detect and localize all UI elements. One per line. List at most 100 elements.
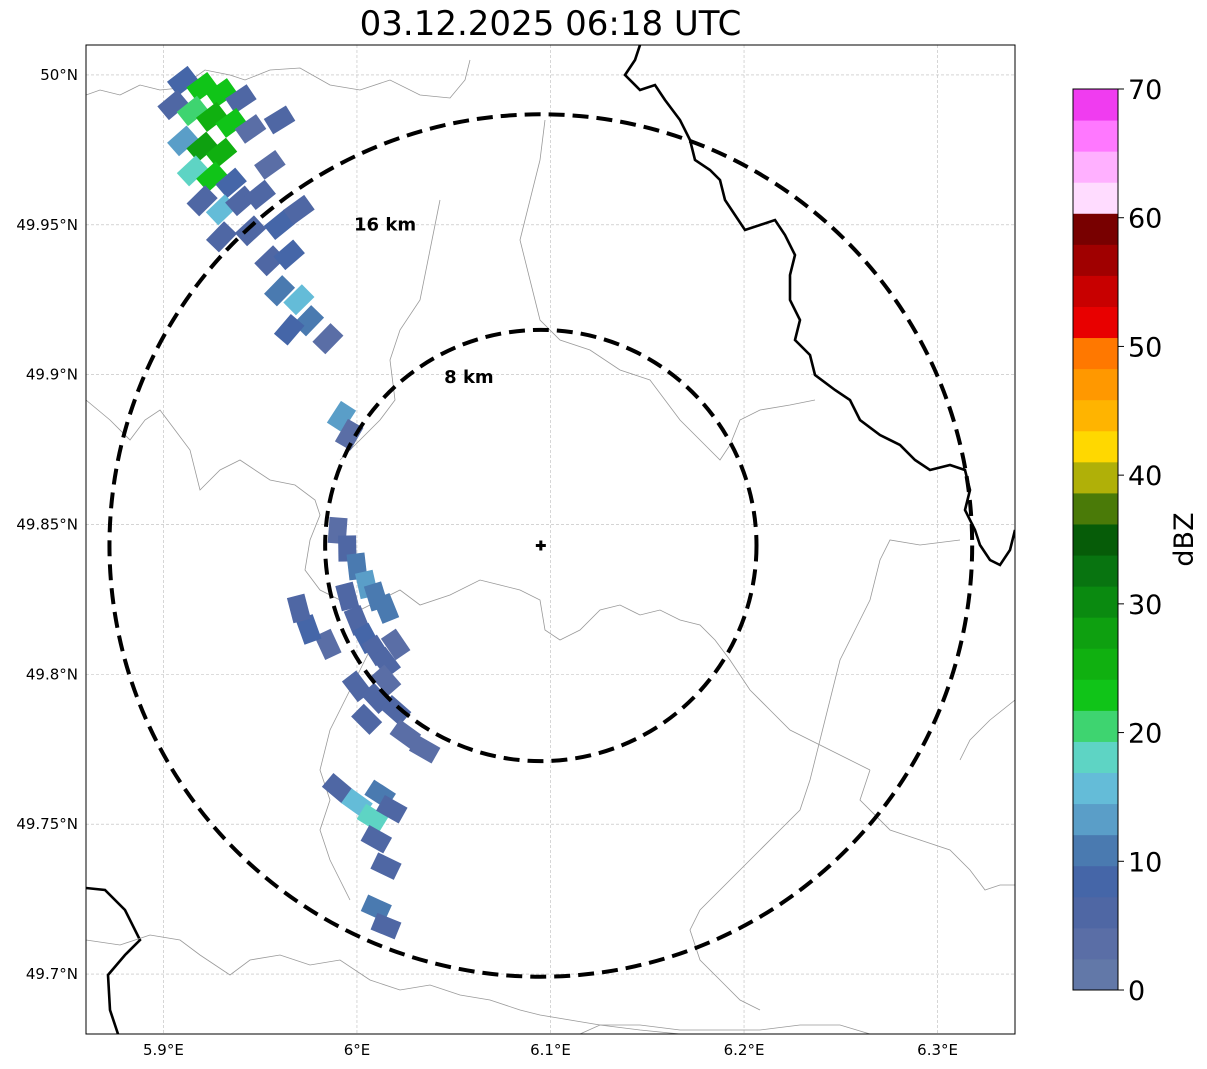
y-tick-label: 49.9°N bbox=[26, 366, 78, 384]
reflectivity-cell bbox=[372, 592, 400, 624]
reflectivity-cell bbox=[176, 155, 209, 187]
reflectivity-cell bbox=[370, 912, 402, 940]
colorbar-segment bbox=[1073, 399, 1118, 432]
reflectivity-cell bbox=[157, 89, 189, 121]
colorbar-label: dBZ bbox=[1169, 512, 1200, 566]
map-title: 03.12.2025 06:18 UTC bbox=[359, 4, 742, 44]
reflectivity-cell bbox=[360, 894, 392, 922]
range-ring bbox=[323, 327, 759, 764]
reflectivity-cell bbox=[380, 628, 411, 661]
border-lines bbox=[86, 45, 1015, 1034]
reflectivity-cell bbox=[186, 185, 218, 217]
reflectivity-cell bbox=[205, 78, 238, 108]
map-frame bbox=[85, 44, 1016, 1035]
colorbar-tick-label: 50 bbox=[1128, 332, 1162, 363]
reflectivity-cell bbox=[321, 773, 354, 804]
colorbar-tick-label: 20 bbox=[1128, 719, 1162, 750]
reflectivity-cell bbox=[312, 323, 344, 355]
colorbar-segment bbox=[1073, 523, 1118, 556]
reflectivity-cell bbox=[234, 114, 267, 144]
colorbar-segment bbox=[1073, 89, 1118, 121]
colorbar-segment bbox=[1073, 492, 1118, 525]
colorbar-tick-label: 60 bbox=[1128, 204, 1162, 235]
reflectivity-cell bbox=[264, 275, 296, 307]
reflectivity-cell bbox=[166, 65, 199, 97]
colorbar-segment bbox=[1073, 275, 1118, 307]
reflectivity-cell bbox=[263, 209, 296, 241]
y-tick-label: 49.95°N bbox=[16, 216, 78, 234]
colorbar-segment bbox=[1073, 710, 1118, 742]
reflectivity-cell bbox=[244, 179, 276, 210]
y-tick-label: 49.75°N bbox=[16, 815, 78, 833]
reflectivity-cell bbox=[196, 101, 228, 132]
colorbar-segment bbox=[1073, 865, 1118, 898]
colorbar-tick-label: 30 bbox=[1128, 590, 1162, 621]
range-ring-label: 16 km bbox=[354, 215, 416, 236]
reflectivity-cell bbox=[205, 137, 238, 169]
reflectivity-cell bbox=[283, 284, 315, 316]
reflectivity-cell bbox=[215, 167, 247, 199]
colorbar-segment bbox=[1073, 120, 1118, 152]
axis-ticks: 5.9°E 6°E 6.1°E 6.2°E 6.3°E 50°N 49.95°N 49.9°N… bbox=[16, 66, 958, 1059]
y-tick-label: 49.8°N bbox=[26, 665, 78, 683]
reflectivity-cell bbox=[263, 105, 296, 135]
x-tick-label: 6.3°E bbox=[917, 1041, 958, 1059]
colorbar-tick-label: 0 bbox=[1128, 976, 1145, 1007]
colorbar-segment bbox=[1073, 151, 1118, 183]
radar-center-marker bbox=[535, 540, 546, 551]
colorbar-segment bbox=[1073, 461, 1118, 494]
reflectivity-cell bbox=[286, 593, 311, 624]
reflectivity-cell bbox=[215, 107, 247, 138]
reflectivity-cell bbox=[408, 735, 441, 764]
reflectivity-cell bbox=[389, 719, 422, 750]
colorbar-segment bbox=[1073, 213, 1118, 245]
colorbar-segment bbox=[1073, 244, 1118, 276]
colorbar-segment bbox=[1073, 803, 1118, 836]
colorbar-frame bbox=[1072, 88, 1119, 991]
reflectivity-cell bbox=[186, 71, 218, 102]
reflectivity-cell bbox=[360, 824, 393, 854]
reflectivity-cell bbox=[370, 852, 402, 880]
y-tick-label: 49.85°N bbox=[16, 516, 78, 534]
reflectivity-cell bbox=[314, 628, 342, 660]
colorbar-segment bbox=[1073, 896, 1118, 929]
colorbar-segment bbox=[1073, 741, 1118, 774]
range-rings bbox=[107, 112, 975, 979]
colorbar-segment bbox=[1073, 617, 1118, 649]
colorbar-segment bbox=[1073, 772, 1118, 805]
reflectivity-cell bbox=[205, 221, 237, 253]
colorbar: 0 10 20 30 40 50 60 70 dBZ bbox=[1072, 75, 1200, 1007]
colorbar-tick-label: 70 bbox=[1128, 75, 1162, 106]
reflectivity-cell bbox=[273, 313, 305, 346]
range-ring bbox=[107, 112, 975, 979]
colorbar-segment bbox=[1073, 648, 1118, 680]
reflectivity-cell bbox=[376, 794, 408, 824]
colorbar-segment bbox=[1073, 586, 1118, 618]
colorbar-segment bbox=[1073, 337, 1118, 370]
reflectivity-cell bbox=[167, 125, 199, 157]
colorbar-segment bbox=[1073, 430, 1118, 463]
x-tick-label: 6°E bbox=[344, 1041, 371, 1059]
reflectivity-cell bbox=[273, 239, 305, 271]
y-tick-label: 49.7°N bbox=[26, 965, 78, 983]
country-border bbox=[86, 886, 142, 1034]
reflectivity-cell bbox=[356, 803, 389, 833]
range-ring-label: 8 km bbox=[444, 367, 494, 388]
colorbar-segment bbox=[1073, 958, 1118, 991]
reflectivity-cell bbox=[351, 703, 383, 735]
colorbar-tick-label: 10 bbox=[1128, 847, 1162, 878]
reflectivity-cell bbox=[283, 194, 315, 225]
colorbar-segment bbox=[1073, 927, 1118, 960]
colorbar-segment bbox=[1073, 306, 1118, 339]
reflectivity-cell bbox=[334, 418, 364, 451]
country-border bbox=[623, 45, 1015, 567]
x-tick-label: 6.2°E bbox=[724, 1041, 765, 1059]
reflectivity-cells bbox=[157, 65, 441, 940]
ring-labels: 8 km 16 km bbox=[354, 215, 494, 388]
reflectivity-cell bbox=[254, 150, 286, 180]
reflectivity-cell bbox=[234, 215, 267, 247]
y-tick-label: 50°N bbox=[40, 66, 78, 84]
admin-boundaries bbox=[86, 59, 1015, 1034]
reflectivity-cell bbox=[335, 581, 360, 612]
